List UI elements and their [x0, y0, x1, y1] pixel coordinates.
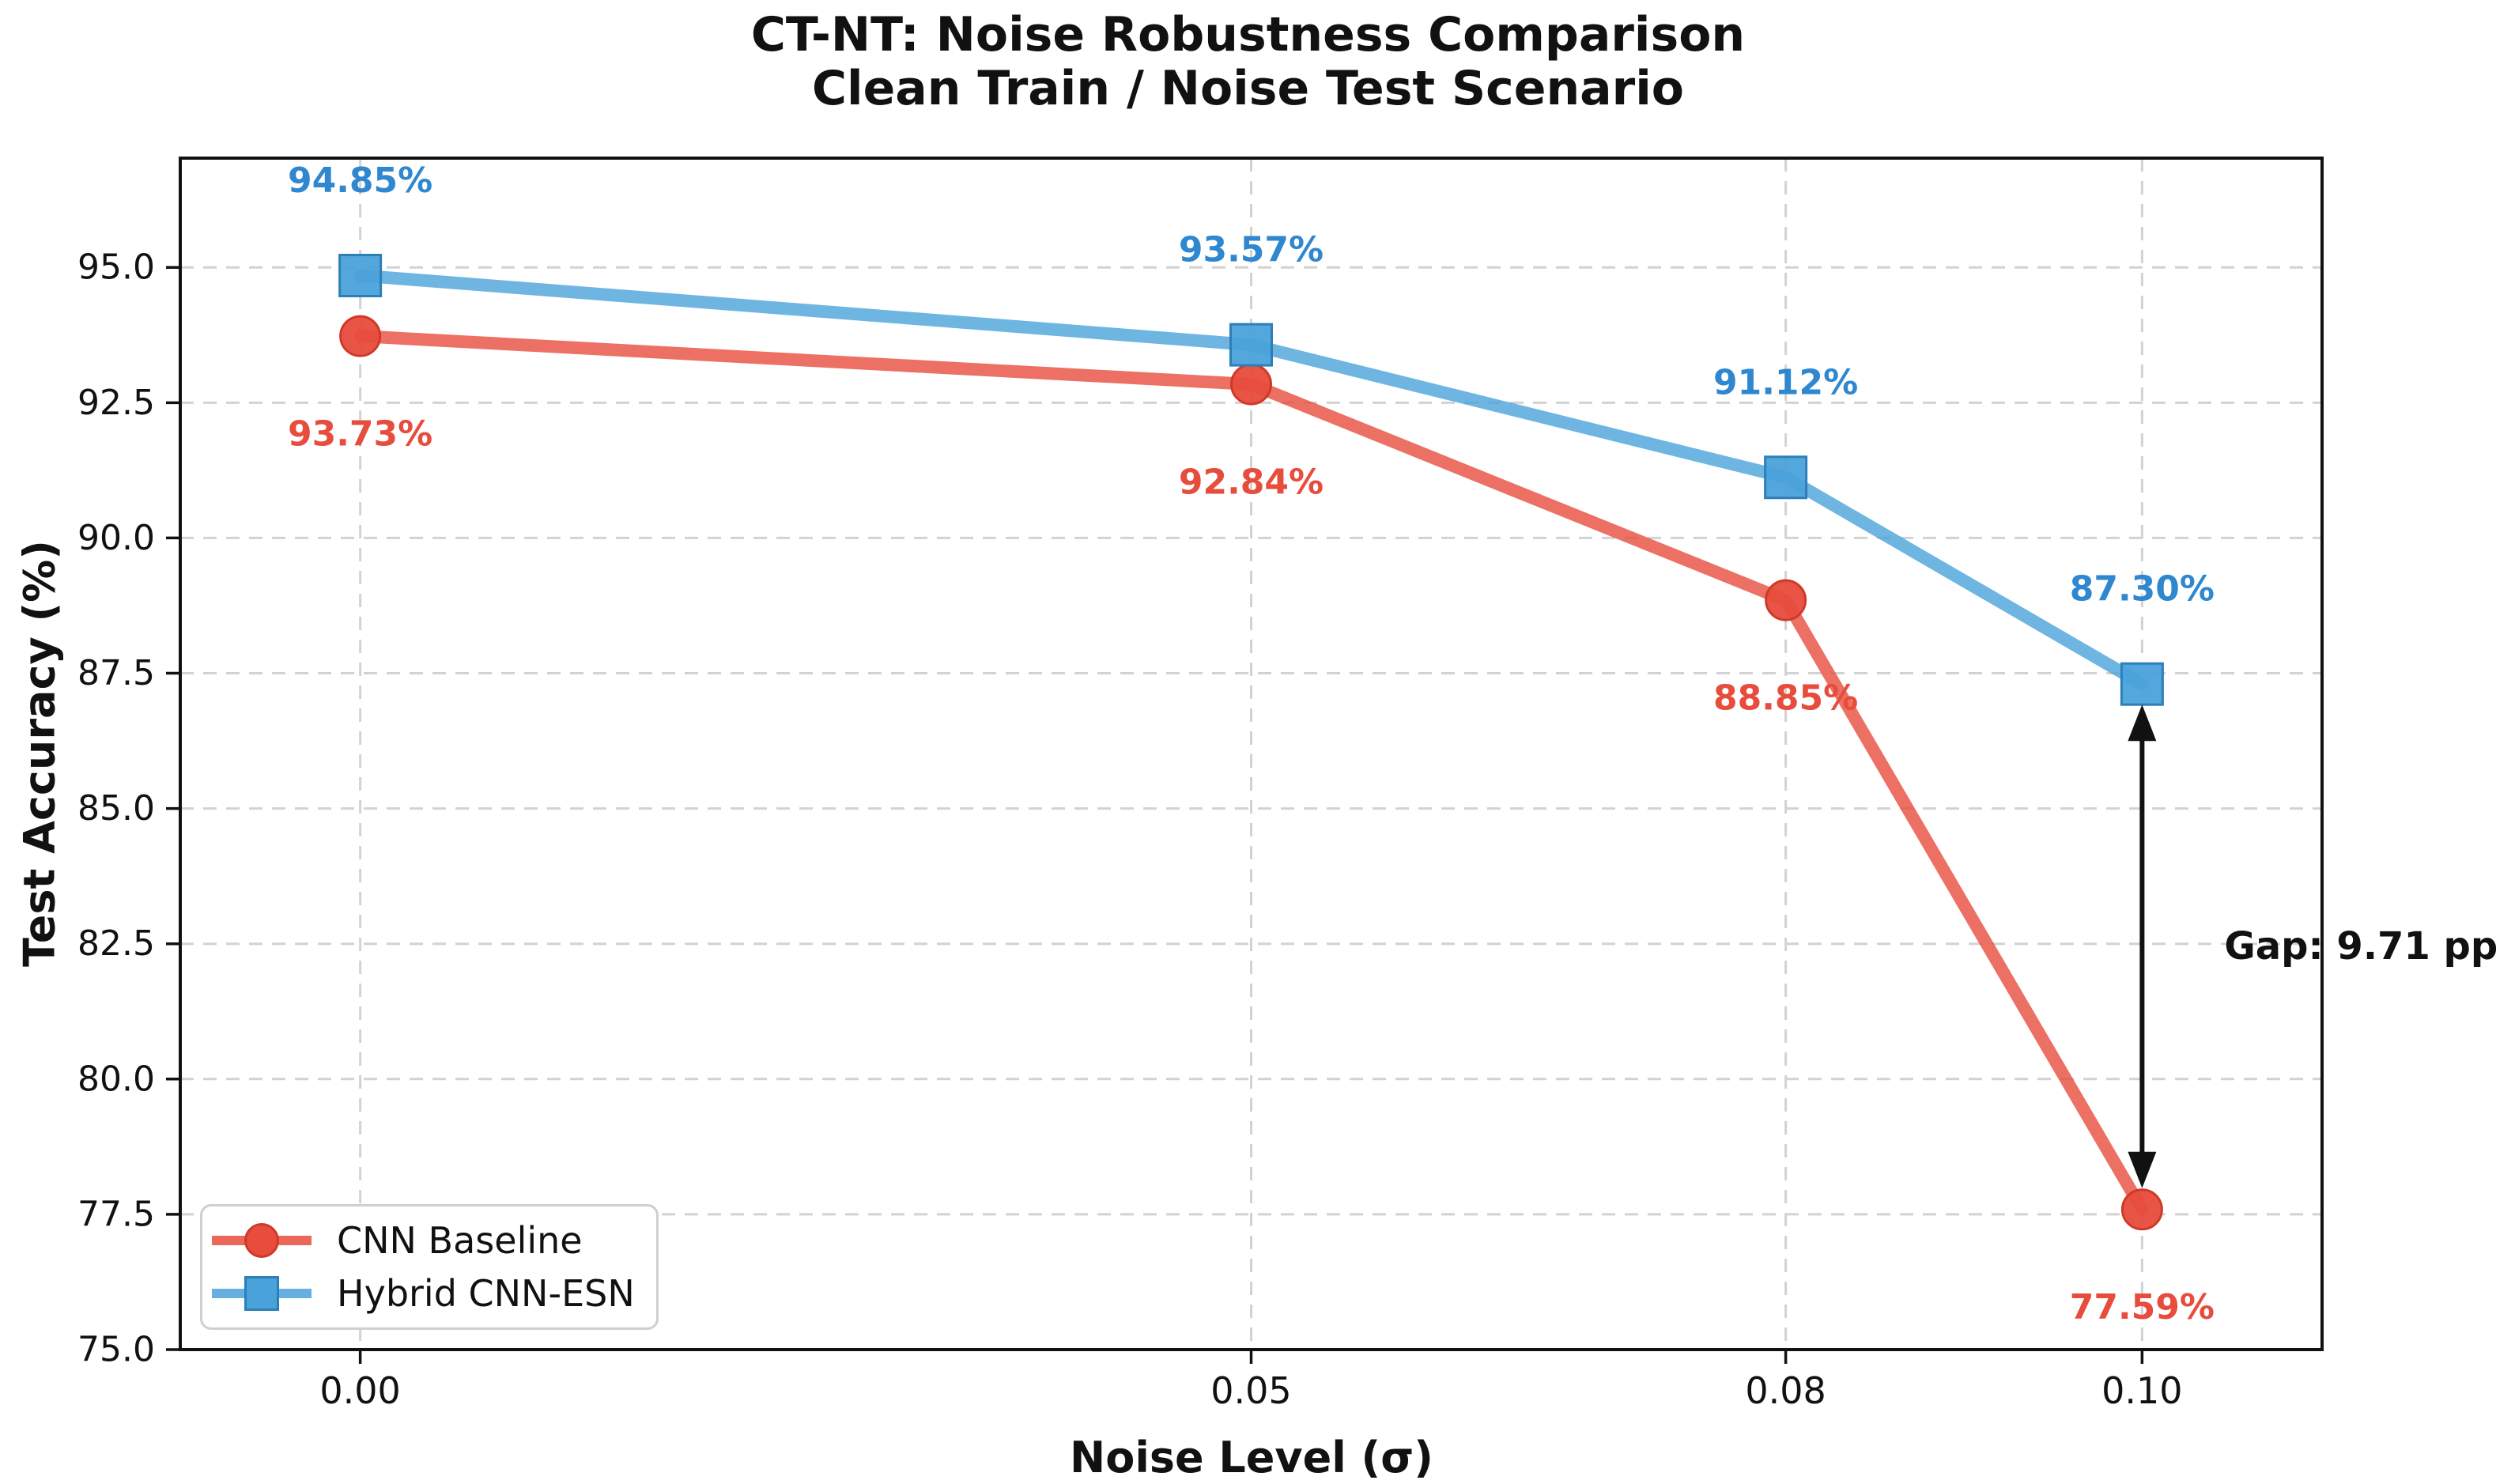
y-tick-label: 87.5	[77, 653, 155, 693]
marker-cnn-baseline	[339, 315, 382, 357]
y-tick-label: 95.0	[77, 247, 155, 288]
gap-annotation-label: Gap: 9.71 pp	[2224, 924, 2496, 969]
x-tick-label: 0.05	[1210, 1369, 1291, 1412]
series-line-hybrid-cnn-esn	[353, 269, 2149, 691]
x-axis-label: Noise Level (σ)	[1070, 1433, 1433, 1482]
legend-label: CNN Baseline	[337, 1219, 583, 1262]
gap-arrow-head-up	[2128, 704, 2157, 742]
gap-arrow-head-down	[2128, 1151, 2157, 1188]
legend-label: Hybrid CNN-ESN	[337, 1272, 635, 1315]
plot-border	[179, 157, 2324, 1351]
point-label-cnn-baseline: 88.85%	[1713, 678, 1858, 719]
marker-hybrid-cnn-esn	[338, 254, 383, 298]
y-tick-label: 92.5	[77, 383, 155, 423]
point-label-hybrid-cnn-esn: 91.12%	[1713, 362, 1858, 402]
x-tick-label: 0.10	[2101, 1369, 2182, 1412]
y-tick-label: 85.0	[77, 788, 155, 829]
chart-title: CT-NT: Noise Robustness Comparison Clean…	[0, 8, 2496, 115]
point-label-hybrid-cnn-esn: 87.30%	[2070, 569, 2215, 610]
circle-marker-icon	[244, 1223, 279, 1258]
marker-hybrid-cnn-esn	[2120, 662, 2164, 706]
legend: CNN Baseline Hybrid CNN-ESN	[200, 1204, 659, 1330]
point-label-hybrid-cnn-esn: 93.57%	[1179, 230, 1324, 270]
chart-title-line2: Clean Train / Noise Test Scenario	[811, 61, 1685, 116]
square-marker-icon	[244, 1276, 279, 1311]
legend-marker-square	[212, 1271, 312, 1316]
point-label-cnn-baseline: 77.59%	[2070, 1287, 2215, 1327]
y-tick-label: 75.0	[77, 1330, 155, 1370]
marker-cnn-baseline	[1765, 579, 1807, 621]
legend-marker-circle	[212, 1218, 312, 1263]
y-tick-label: 82.5	[77, 923, 155, 964]
marker-hybrid-cnn-esn	[1764, 455, 1808, 500]
chart-title-line1: CT-NT: Noise Robustness Comparison	[750, 7, 1746, 62]
y-axis-label: Test Accuracy (%)	[14, 540, 65, 967]
marker-cnn-baseline	[2120, 1188, 2163, 1231]
x-tick-label: 0.08	[1745, 1369, 1826, 1412]
legend-item-cnn-baseline: CNN Baseline	[202, 1217, 656, 1264]
point-label-hybrid-cnn-esn: 94.85%	[288, 160, 432, 201]
marker-cnn-baseline	[1230, 363, 1272, 406]
marker-hybrid-cnn-esn	[1229, 323, 1273, 367]
y-tick-label: 80.0	[77, 1059, 155, 1099]
y-tick-label: 90.0	[77, 518, 155, 558]
point-label-cnn-baseline: 92.84%	[1179, 463, 1324, 503]
x-tick-label: 0.00	[319, 1369, 400, 1412]
point-label-cnn-baseline: 93.73%	[288, 414, 432, 455]
legend-item-hybrid-cnn-esn: Hybrid CNN-ESN	[202, 1270, 656, 1317]
y-tick-label: 77.5	[77, 1194, 155, 1234]
series-line-cnn-baseline	[353, 330, 2149, 1216]
